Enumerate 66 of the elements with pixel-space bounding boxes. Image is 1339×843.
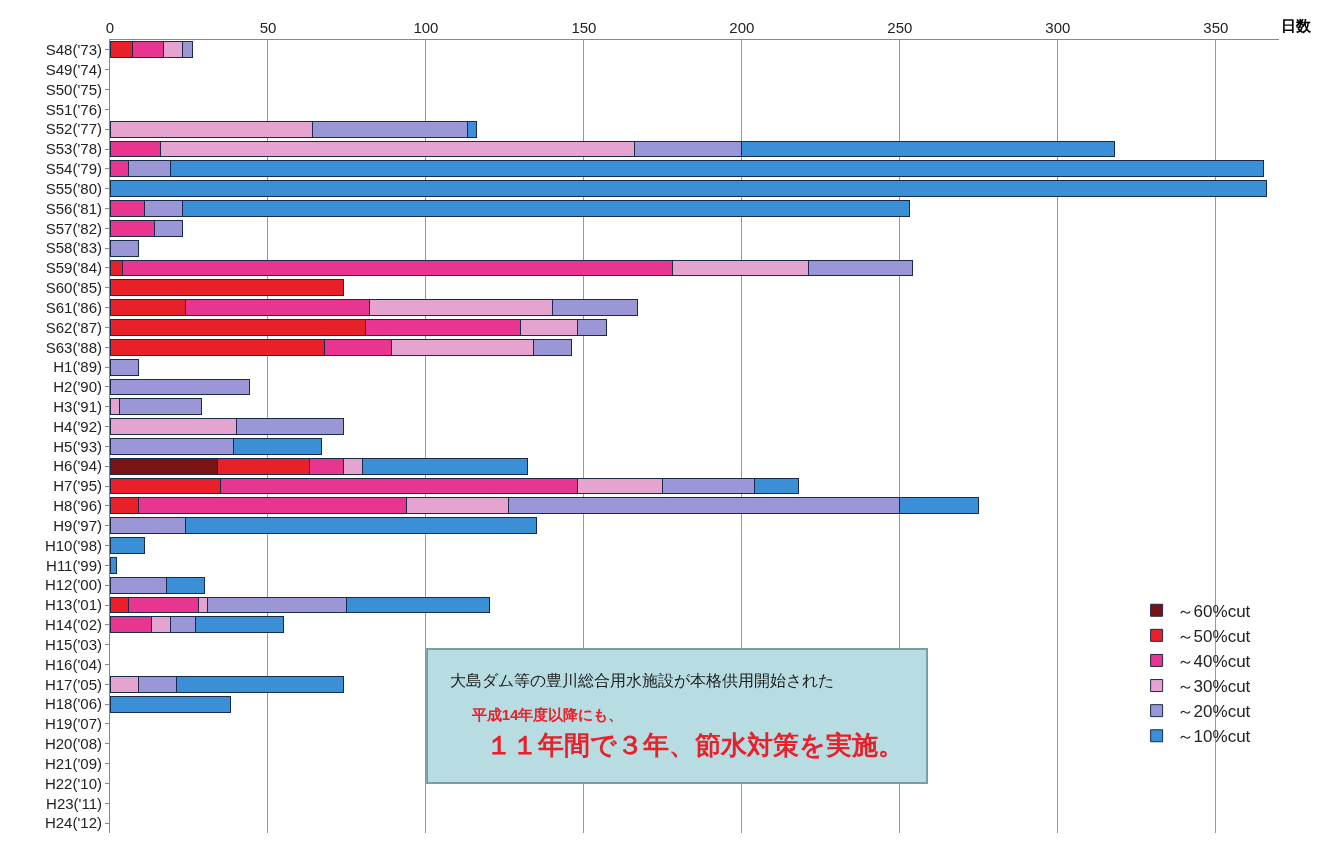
y-tick-label: H3('91) bbox=[53, 398, 102, 416]
y-tick-label: S61('86) bbox=[45, 298, 102, 316]
bar bbox=[110, 556, 117, 574]
bar bbox=[110, 180, 1267, 198]
y-tick-label: H20('08) bbox=[44, 735, 102, 753]
bar bbox=[110, 279, 345, 297]
y-tick-label: H6('94) bbox=[53, 457, 102, 475]
bar bbox=[110, 695, 231, 713]
annotation: １１年間で３年、節水対策を実施。 bbox=[486, 729, 905, 760]
y-tick-label: H11('99) bbox=[46, 556, 102, 574]
y-tick-label: H19('07) bbox=[44, 715, 102, 733]
y-tick-label: S63('88) bbox=[45, 338, 102, 356]
legend-label: ～20%cut bbox=[1176, 702, 1251, 722]
y-tick-label: H15('03) bbox=[44, 635, 102, 653]
y-tick-label: H24('12) bbox=[44, 814, 102, 832]
y-tick-label: H1('89) bbox=[53, 358, 102, 376]
x-tick-label: 300 bbox=[1045, 19, 1071, 36]
y-tick-label: S52('77) bbox=[45, 120, 102, 138]
annotation: 大島ダム等の豊川総合用水施設が本格供用開始された bbox=[450, 672, 834, 689]
x-tick-label: 150 bbox=[571, 19, 597, 36]
y-tick-label: S62('87) bbox=[45, 318, 102, 336]
y-tick-label: H10('98) bbox=[44, 536, 102, 554]
y-tick-label: H2('90) bbox=[53, 378, 102, 396]
y-tick-label: S58('83) bbox=[45, 239, 102, 257]
x-tick-label: 0 bbox=[105, 19, 115, 36]
x-tick-label: 50 bbox=[259, 19, 277, 36]
legend-label: ～30%cut bbox=[1176, 677, 1251, 697]
x-tick-label: 350 bbox=[1203, 19, 1229, 36]
y-tick-label: H22('10) bbox=[44, 774, 102, 792]
y-tick-label: S60('85) bbox=[45, 279, 102, 297]
legend-label: ～50%cut bbox=[1176, 626, 1251, 646]
y-tick-label: S53('78) bbox=[45, 140, 102, 158]
y-tick-label: H5('93) bbox=[53, 437, 102, 455]
y-tick-label: S54('79) bbox=[45, 160, 102, 178]
y-tick-label: H16('04) bbox=[44, 655, 102, 673]
y-tick-label: H9('97) bbox=[53, 516, 102, 534]
y-tick-label: H7('95) bbox=[53, 477, 102, 495]
x-tick-label: 200 bbox=[729, 19, 755, 36]
y-tick-label: H4('92) bbox=[53, 417, 102, 435]
legend-label: ～10%cut bbox=[1176, 727, 1251, 747]
y-tick-label: S59('84) bbox=[45, 259, 102, 277]
y-tick-label: H21('09) bbox=[44, 754, 102, 772]
y-tick-label: S55('80) bbox=[45, 179, 102, 197]
x-tick-label: 250 bbox=[887, 19, 913, 36]
legend-label: ～40%cut bbox=[1176, 652, 1251, 672]
annotation: 平成14年度以降にも、 bbox=[470, 705, 624, 723]
y-tick-label: S51('76) bbox=[45, 100, 102, 118]
x-tick-label: 100 bbox=[413, 19, 439, 36]
y-tick-label: H18('06) bbox=[44, 695, 102, 713]
y-tick-label: S57('82) bbox=[45, 219, 102, 237]
y-tick-label: S48('73) bbox=[45, 41, 102, 59]
bar bbox=[110, 358, 139, 376]
x-axis-title: 日数 bbox=[1281, 17, 1312, 34]
y-tick-label: H12('00) bbox=[44, 576, 102, 594]
legend-label: ～60%cut bbox=[1176, 601, 1251, 621]
bar bbox=[110, 239, 139, 257]
y-tick-label: H17('05) bbox=[44, 675, 102, 693]
y-tick-label: H13('01) bbox=[44, 596, 102, 614]
y-tick-label: H8('96) bbox=[53, 497, 102, 515]
y-tick-label: H23('11) bbox=[46, 794, 102, 812]
y-tick-label: H14('02) bbox=[44, 616, 102, 634]
y-tick-label: S56('81) bbox=[45, 199, 102, 217]
y-tick-label: S50('75) bbox=[45, 80, 102, 98]
y-tick-label: S49('74) bbox=[45, 60, 102, 78]
bar bbox=[110, 378, 250, 396]
bar bbox=[110, 537, 146, 554]
